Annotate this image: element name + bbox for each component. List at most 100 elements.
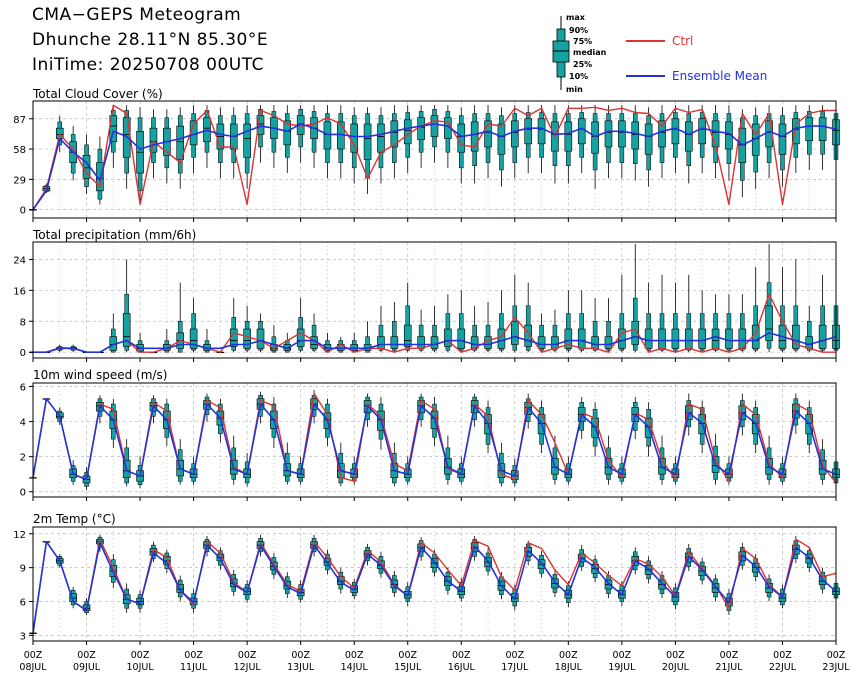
box-wind-speed <box>751 400 760 454</box>
panel-frame <box>32 241 837 359</box>
box-p25-p75 <box>323 344 332 351</box>
x-tick-label-date: 08JUL <box>19 662 47 673</box>
y-tick-label: 0 <box>20 206 26 217</box>
mean-line-precipitation <box>33 332 837 353</box>
box-p25-p75 <box>698 118 706 145</box>
box-p25-p75 <box>805 336 814 349</box>
box-cloud-cover <box>725 105 733 181</box>
box-p25-p75 <box>256 115 265 135</box>
x-tick-label-hour: 00Z <box>452 650 471 661</box>
box-precipitation <box>403 282 412 353</box>
box-p25-p75 <box>417 117 425 140</box>
box-p25-p75 <box>631 320 640 345</box>
box-precipitation <box>417 309 425 353</box>
box-cloud-cover <box>577 105 586 174</box>
x-tick-label-date: 12JUL <box>234 662 262 673</box>
box-p25-p75 <box>470 121 479 152</box>
box-precipitation <box>564 290 573 353</box>
box-p25-p75 <box>658 120 666 148</box>
x-tick-label-date: 11JUL <box>180 662 208 673</box>
legend-mean-label: Ensemble Mean <box>672 69 767 83</box>
x-tick-label-hour: 00Z <box>345 650 364 661</box>
legend: max 90% 75% median 25% 10% min Ctrl Ense… <box>552 13 767 94</box>
x-tick-label-date: 20JUL <box>662 662 690 673</box>
legend-label-median: median <box>573 48 607 57</box>
x-tick-label-date: 13JUL <box>287 662 315 673</box>
box-cloud-cover <box>524 105 532 174</box>
box-p25-p75 <box>644 123 653 155</box>
box-p25-p75 <box>778 123 787 155</box>
box-p25-p75 <box>591 336 599 349</box>
y-tick-label: 6 <box>20 383 26 394</box>
box-p25-p75 <box>725 328 733 349</box>
box-cloud-cover <box>229 107 238 179</box>
legend-label-max: max <box>566 13 586 22</box>
box-p25-p75 <box>149 127 158 153</box>
x-axis: 00Z08JUL00Z09JUL00Z10JUL00Z11JUL00Z12JUL… <box>19 650 850 673</box>
x-tick-label-date: 15JUL <box>394 662 422 673</box>
box-p25-p75 <box>243 328 251 349</box>
box-p25-p75 <box>457 328 466 349</box>
init-time: IniTime: 20250708 00UTC <box>32 55 265 75</box>
box-p25-p75 <box>444 328 452 347</box>
box-p25-p75 <box>591 121 599 154</box>
y-tick-label: 9 <box>20 564 26 575</box>
box-cloud-cover <box>96 136 104 205</box>
box-cloud-cover <box>551 105 559 184</box>
box-p10-p90 <box>592 321 598 351</box>
y-tick-label: 87 <box>13 115 26 126</box>
box-p25-p75 <box>658 328 666 349</box>
box-cloud-cover <box>738 109 747 198</box>
box-p25-p75 <box>671 328 680 349</box>
box-p25-p75 <box>818 324 827 349</box>
box-precipitation <box>457 290 466 353</box>
ctrl-line-wind-speed <box>32 392 837 484</box>
box-cloud-cover <box>430 105 439 163</box>
box-p25-p75 <box>684 121 693 152</box>
box-precipitation <box>778 267 787 353</box>
x-tick-label-date: 22JUL <box>769 662 797 673</box>
box-cloud-cover <box>363 107 372 194</box>
x-tick-label-date: 23JUL <box>822 662 850 673</box>
box-precipitation <box>510 274 519 353</box>
box-temperature <box>69 586 77 609</box>
panel-title-precipitation: Total precipitation (mm/6h) <box>32 228 196 242</box>
box-cloud-cover <box>216 107 225 179</box>
box-cloud-cover <box>283 105 292 174</box>
box-precipitation <box>256 313 265 353</box>
box-cloud-cover <box>644 107 653 187</box>
y-tick-label: 58 <box>13 145 26 156</box>
x-tick-label-hour: 00Z <box>773 650 792 661</box>
box-cloud-cover <box>403 105 412 174</box>
box-cloud-cover <box>337 105 345 179</box>
box-p25-p75 <box>618 120 626 148</box>
ctrl-line-cloud-cover <box>32 104 836 210</box>
box-p25-p75 <box>497 123 506 155</box>
x-tick-label-date: 10JUL <box>126 662 154 673</box>
box-p25-p75 <box>189 328 198 349</box>
panel-cloud-cover: Total Cloud Cover (%) 0 29 58 87 <box>13 87 840 222</box>
box-precipitation <box>792 259 800 353</box>
box-p25-p75 <box>403 324 412 347</box>
box-cloud-cover <box>658 105 666 179</box>
box-p25-p75 <box>377 123 385 153</box>
box-cloud-cover <box>470 105 479 184</box>
box-cloud-cover <box>618 105 626 179</box>
box-precipitation <box>725 294 733 353</box>
panel-title-cloud-cover: Total Cloud Cover (%) <box>32 87 163 101</box>
y-tick-label: 8 <box>20 317 26 328</box>
panel-precipitation: Total precipitation (mm/6h) 0 8 16 24 <box>13 228 840 362</box>
box-cloud-cover <box>631 105 640 181</box>
box-p25-p75 <box>564 328 573 349</box>
y-tick-label: 3 <box>20 631 26 642</box>
y-tick-label: 6 <box>20 597 26 608</box>
box-p25-p75 <box>564 121 573 152</box>
box-precipitation <box>350 332 359 353</box>
box-cloud-cover <box>176 107 185 189</box>
box-p25-p75 <box>818 117 827 141</box>
box-cloud-cover <box>444 105 452 168</box>
box-p25-p75 <box>524 324 532 347</box>
box-p25-p75 <box>551 336 559 349</box>
legend-label-p75: 75% <box>573 37 592 46</box>
box-precipitation <box>122 259 131 353</box>
